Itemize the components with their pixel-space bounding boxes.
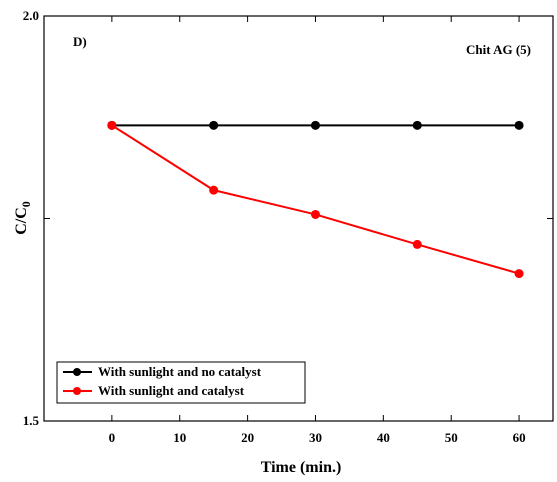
series-line bbox=[111, 124, 520, 275]
series-point bbox=[310, 209, 320, 219]
x-tick-label: 50 bbox=[445, 430, 458, 445]
x-tick-label: 20 bbox=[241, 430, 254, 445]
y-tick-label: 2.0 bbox=[23, 8, 39, 23]
series-point bbox=[209, 120, 219, 130]
legend-marker-catalyst bbox=[73, 387, 81, 395]
series-point bbox=[412, 239, 422, 249]
x-tick-label: 0 bbox=[109, 430, 116, 445]
plot-frame bbox=[43, 15, 554, 422]
legend-label-no-catalyst: With sunlight and no catalyst bbox=[98, 364, 262, 379]
axes bbox=[43, 15, 554, 422]
y-axis-title-sub: 0 bbox=[19, 201, 33, 207]
x-tick-label: 30 bbox=[309, 430, 322, 445]
series-layer bbox=[107, 120, 524, 279]
legend: With sunlight and no catalyst With sunli… bbox=[56, 361, 306, 404]
legend-marker-no-catalyst bbox=[73, 368, 81, 376]
series-point bbox=[514, 120, 524, 130]
x-tick-label: 40 bbox=[377, 430, 390, 445]
panel-label: D) bbox=[73, 34, 87, 49]
x-tick-label: 60 bbox=[513, 430, 526, 445]
legend-box bbox=[56, 361, 306, 404]
legend-label-catalyst: With sunlight and catalyst bbox=[98, 383, 245, 398]
x-axis-title: Time (min.) bbox=[261, 459, 342, 476]
y-axis-title: C/C0 bbox=[13, 201, 33, 235]
ticks: 0 10 20 30 40 50 60 1.5 2.0 bbox=[23, 8, 553, 445]
chart-annotation: Chit AG (5) bbox=[466, 42, 531, 57]
series-point bbox=[209, 185, 219, 195]
x-tick-label: 10 bbox=[173, 430, 186, 445]
series-2 bbox=[107, 120, 524, 279]
y-axis-title-main: C/C bbox=[13, 207, 30, 235]
series-point bbox=[412, 120, 422, 130]
series-point bbox=[107, 120, 117, 130]
y-tick-label: 1.5 bbox=[23, 413, 40, 428]
series-point bbox=[310, 120, 320, 130]
series-1 bbox=[107, 120, 524, 130]
series-point bbox=[514, 269, 524, 279]
